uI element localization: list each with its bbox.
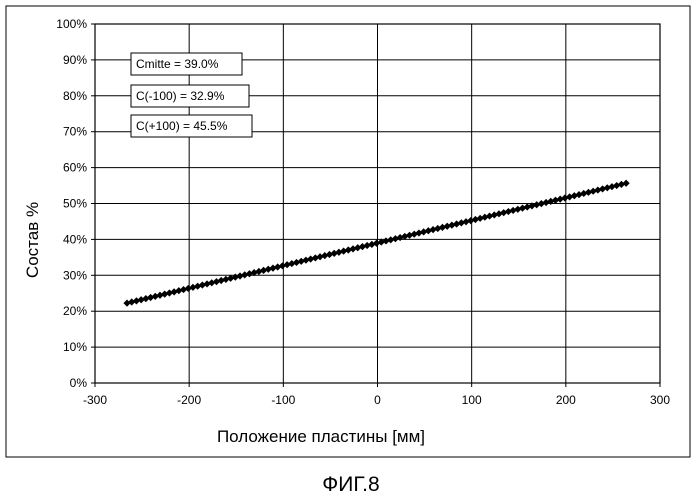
y-axis: 0% 10% 20% 30% 40% 50% 60% 70% 80% 90% 100%	[56, 17, 95, 390]
data-series	[123, 180, 629, 307]
chart-border	[6, 6, 690, 457]
y-tick-label: 70%	[63, 125, 87, 139]
x-tick-label: -200	[177, 393, 201, 407]
y-tick-label: 90%	[63, 53, 87, 67]
annotation-text: C(-100) = 32.9%	[136, 89, 225, 103]
y-tick-label: 40%	[63, 232, 87, 246]
x-axis-title: Положение пластины [мм]	[217, 427, 425, 446]
x-tick-label: 300	[650, 393, 670, 407]
y-tick-label: 20%	[63, 304, 87, 318]
y-tick-label: 100%	[56, 17, 87, 31]
y-tick-label: 10%	[63, 340, 87, 354]
x-tick-label: 0	[374, 393, 381, 407]
annotation-text: Cmitte = 39.0%	[136, 57, 219, 71]
x-axis: -300 -200 -100 0 100 200 300	[83, 383, 670, 407]
x-tick-label: 100	[462, 393, 482, 407]
y-axis-title: Состав %	[23, 202, 42, 278]
figure-caption: ФИГ.8	[322, 473, 379, 496]
y-tick-label: 80%	[63, 89, 87, 103]
y-tick-label: 30%	[63, 268, 87, 282]
y-tick-label: 60%	[63, 161, 87, 175]
grid	[95, 24, 660, 383]
annotations: Cmitte = 39.0% C(-100) = 32.9% C(+100) = 4…	[131, 53, 252, 137]
x-tick-label: -300	[83, 393, 107, 407]
y-tick-label: 50%	[63, 197, 87, 211]
x-tick-label: -100	[271, 393, 295, 407]
annotation-text: C(+100) = 45.5%	[136, 119, 228, 133]
x-tick-label: 200	[556, 393, 576, 407]
y-tick-label: 0%	[70, 376, 88, 390]
